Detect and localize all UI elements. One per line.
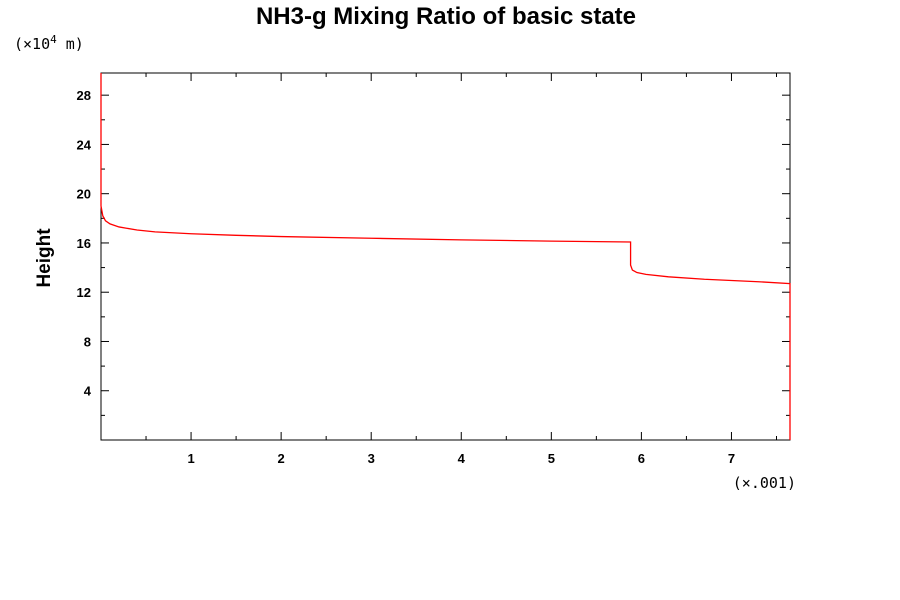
y-tick-label: 20 [77,187,91,202]
x-tick-label: 5 [548,451,555,466]
y-multiplier-prefix: (×10 [14,35,50,53]
y-multiplier-suffix: m) [57,35,84,53]
chart-title: NH3-g Mixing Ratio of basic state [256,3,636,30]
x-tick-label: 4 [458,451,466,466]
x-tick-label: 6 [638,451,645,466]
y-tick-label: 24 [77,137,92,152]
y-axis-label: Height [34,228,55,288]
plot-frame [100,72,791,441]
y-multiplier-exponent: 4 [50,33,57,46]
y-tick-label: 28 [77,88,91,103]
x-tick-label: 7 [728,451,735,466]
y-tick-label: 4 [84,384,92,399]
x-tick-label: 2 [278,451,285,466]
y-tick-label: 8 [84,334,91,349]
x-multiplier-label: (×.001) [733,474,796,492]
y-tick-label: 16 [77,236,91,251]
y-tick-label: 12 [77,285,91,300]
x-tick-label: 3 [368,451,375,466]
series-line [100,73,791,440]
x-tick-label: 1 [187,451,194,466]
y-multiplier-label: (×104 m) [14,33,84,53]
